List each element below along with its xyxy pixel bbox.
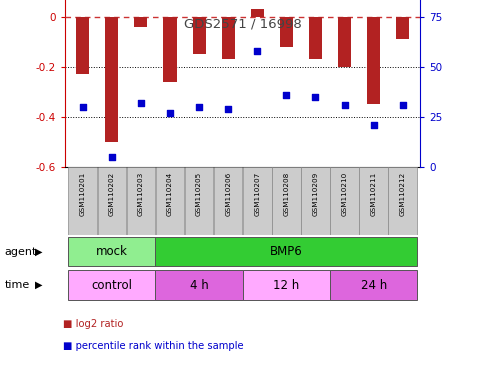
Text: agent: agent <box>5 247 37 257</box>
Bar <box>309 17 322 60</box>
Text: ▶: ▶ <box>35 247 43 257</box>
Bar <box>69 167 97 235</box>
Bar <box>68 270 156 300</box>
Text: mock: mock <box>96 245 128 258</box>
Point <box>224 106 232 112</box>
Text: GSM110207: GSM110207 <box>254 172 260 216</box>
Text: GSM110211: GSM110211 <box>370 172 377 216</box>
Bar <box>330 167 359 235</box>
Text: GSM110203: GSM110203 <box>138 172 144 216</box>
Text: GSM110209: GSM110209 <box>313 172 318 216</box>
Point <box>166 110 174 116</box>
Bar <box>98 167 126 235</box>
Text: ▶: ▶ <box>35 280 43 290</box>
Text: GSM110202: GSM110202 <box>109 172 115 216</box>
Bar <box>396 17 409 40</box>
Point <box>399 102 407 108</box>
Bar <box>127 167 155 235</box>
Point <box>370 122 378 128</box>
Bar <box>163 17 176 82</box>
Text: control: control <box>91 279 132 291</box>
Point <box>195 104 203 110</box>
Bar <box>243 270 330 300</box>
Bar <box>68 237 156 266</box>
Text: GSM110205: GSM110205 <box>196 172 202 216</box>
Point <box>341 102 348 108</box>
Bar <box>156 167 184 235</box>
Bar <box>156 237 417 266</box>
Bar <box>156 270 243 300</box>
Text: BMP6: BMP6 <box>270 245 303 258</box>
Text: 12 h: 12 h <box>273 279 299 291</box>
Bar <box>301 167 330 235</box>
Bar <box>214 167 242 235</box>
Text: 24 h: 24 h <box>360 279 387 291</box>
Text: GDS2571 / 16998: GDS2571 / 16998 <box>184 17 301 30</box>
Bar <box>388 167 417 235</box>
Bar <box>243 167 271 235</box>
Text: GSM110210: GSM110210 <box>341 172 348 216</box>
Bar <box>251 10 264 17</box>
Text: 4 h: 4 h <box>190 279 209 291</box>
Point <box>108 154 115 160</box>
Text: GSM110208: GSM110208 <box>284 172 289 216</box>
Bar <box>272 167 300 235</box>
Bar <box>330 270 417 300</box>
Text: ■ percentile rank within the sample: ■ percentile rank within the sample <box>63 341 243 351</box>
Text: GSM110206: GSM110206 <box>225 172 231 216</box>
Point <box>283 92 290 98</box>
Point <box>79 104 86 110</box>
Text: ■ log2 ratio: ■ log2 ratio <box>63 319 123 329</box>
Bar <box>134 17 147 27</box>
Bar <box>76 17 89 74</box>
Bar <box>193 17 206 55</box>
Bar <box>359 167 388 235</box>
Bar <box>222 17 235 60</box>
Text: GSM110212: GSM110212 <box>400 172 406 216</box>
Bar <box>367 17 380 104</box>
Text: time: time <box>5 280 30 290</box>
Bar <box>185 167 213 235</box>
Point <box>254 48 261 54</box>
Bar <box>280 17 293 47</box>
Text: GSM110201: GSM110201 <box>80 172 85 216</box>
Point <box>137 100 145 106</box>
Text: GSM110204: GSM110204 <box>167 172 173 216</box>
Bar <box>338 17 351 67</box>
Bar <box>105 17 118 142</box>
Point <box>312 94 319 100</box>
